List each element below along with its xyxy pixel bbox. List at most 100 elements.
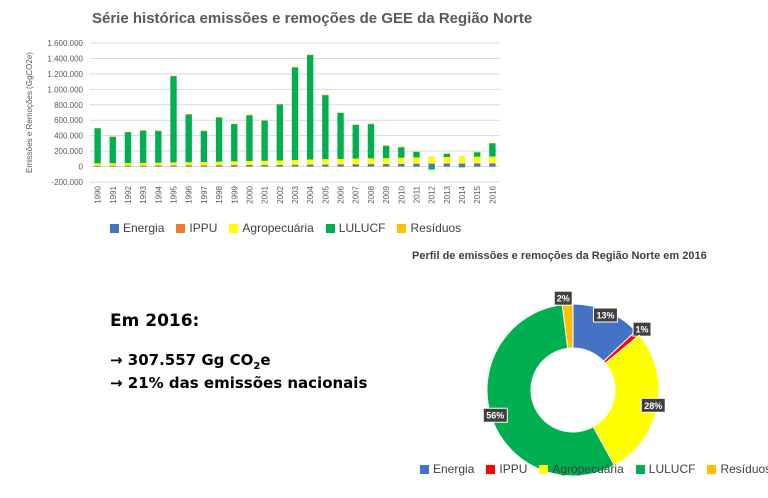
bar-segment-energia	[443, 163, 451, 167]
bar-segment-lulucf	[291, 67, 299, 161]
bar-segment-agropecuária	[215, 161, 223, 166]
donut-slice-lulucf	[486, 304, 616, 477]
x-tick-label: 1999	[230, 185, 239, 203]
x-tick-label: 1992	[124, 185, 133, 203]
bar-segment-agropecuária	[474, 156, 481, 164]
bar-segment-lulucf	[155, 130, 162, 163]
bar-chart-title: Série histórica emissões e remoções de G…	[92, 10, 533, 27]
data-label-text: 2%	[557, 294, 570, 304]
legend-item: Resíduos	[397, 221, 461, 235]
bar-segment-resíduos	[367, 123, 375, 125]
bar-segment-ippu	[276, 164, 284, 166]
bar-segment-energia	[306, 164, 314, 167]
y-axis-label: Emissões e Remoções (GgCO2e)	[25, 52, 34, 173]
bar-segment-lulucf	[109, 136, 116, 164]
x-tick-label: 2015	[473, 185, 482, 203]
legend-swatch	[420, 464, 429, 474]
x-tick-label: 2000	[245, 185, 254, 203]
bar-segment-resíduos	[109, 136, 116, 137]
bar-segment-lulucf	[261, 120, 268, 161]
bar-segment-agropecuária	[155, 162, 162, 166]
summary-total-emissions: → 307.557 Gg CO2e	[110, 351, 271, 372]
bar-segment-agropecuária	[246, 160, 253, 165]
bar-segment-agropecuária	[94, 163, 101, 166]
bar-segment-ippu	[489, 163, 496, 164]
data-label: 13%	[592, 307, 618, 323]
legend-label: LULUCF	[648, 462, 696, 476]
bar-segment-lulucf	[185, 114, 192, 163]
bar-segment-ippu	[306, 164, 314, 166]
bar-segment-lulucf	[322, 95, 329, 160]
x-tick-label: 2009	[382, 185, 391, 203]
data-label-box	[640, 397, 666, 413]
bar-segment-lulucf	[352, 124, 359, 159]
legend-swatch	[110, 223, 119, 233]
legend-swatch	[707, 464, 717, 474]
bar-segment-ippu	[246, 164, 253, 166]
bar-segment-lulucf	[139, 130, 147, 163]
x-tick-label: 1995	[170, 185, 179, 203]
legend-swatch	[229, 223, 239, 233]
bar-segment-energia	[185, 165, 192, 167]
bar-segment-energia	[413, 163, 420, 167]
bar-segment-lulucf	[306, 54, 314, 160]
bar-segment-lulucf	[276, 104, 284, 161]
summary-heading: Em 2016:	[110, 311, 200, 331]
bar-segment-ippu	[109, 165, 116, 167]
bar-segment-ippu	[185, 165, 192, 166]
legend-label: Energia	[433, 462, 475, 476]
legend-swatch	[176, 223, 186, 233]
x-tick-label: 1998	[215, 185, 224, 203]
x-tick-label: 1993	[139, 185, 148, 203]
bar-segment-ippu	[139, 165, 147, 166]
bar-segment-resíduos	[398, 146, 405, 148]
bar-segment-lulucf	[94, 128, 101, 164]
bar-segment-ippu	[352, 164, 359, 165]
bar-segment-agropecuária	[489, 156, 496, 164]
bar-segment-resíduos	[458, 156, 466, 157]
bar-segment-lulucf	[413, 151, 420, 158]
bar-segment-energia	[276, 164, 284, 167]
x-tick-label: 2008	[367, 185, 376, 203]
bar-segment-ippu	[155, 165, 162, 166]
bar-segment-energia	[352, 164, 359, 167]
bar-segment-ippu	[382, 164, 390, 165]
bar-segment-ippu	[215, 165, 223, 166]
bar-segment-lulucf	[337, 112, 344, 159]
bar-segment-ippu	[291, 164, 299, 166]
legend-swatch	[539, 464, 549, 474]
bar-segment-resíduos	[474, 151, 481, 153]
bar-segment-resíduos	[276, 104, 284, 105]
data-label-text: 28%	[644, 401, 662, 411]
bar-segment-resíduos	[246, 114, 253, 116]
legend-label: IPPU	[189, 221, 218, 235]
bar-segment-resíduos	[382, 145, 390, 146]
legend-item: IPPU	[486, 462, 527, 476]
legend-swatch	[635, 464, 645, 474]
x-tick-label: 2016	[488, 185, 497, 203]
legend-item: IPPU	[176, 221, 217, 235]
bar-segment-agropecuária	[185, 162, 192, 166]
x-tick-label: 2005	[321, 185, 330, 203]
legend-item: Energia	[420, 462, 474, 476]
summary-national-share: → 21% das emissões nacionais	[110, 374, 368, 392]
x-tick-label: 1997	[200, 185, 209, 203]
bar-segment-ippu	[124, 165, 132, 166]
bar-segment-energia	[428, 163, 435, 167]
x-tick-label: 2006	[337, 185, 346, 203]
bar-segment-resíduos	[489, 142, 496, 144]
bar-segment-lulucf	[443, 153, 451, 158]
bar-segment-ippu	[443, 163, 451, 164]
bar-segment-ippu	[322, 164, 329, 165]
x-tick-label: 1990	[94, 185, 103, 203]
bar-segment-agropecuária	[276, 160, 284, 165]
bar-segment-resíduos	[337, 112, 344, 113]
bar-segment-agropecuária	[124, 163, 132, 166]
legend-item: LULUCF	[325, 221, 385, 235]
x-tick-label: 2001	[261, 185, 270, 203]
data-label-box	[482, 407, 508, 423]
bar-segment-lulucf	[170, 76, 177, 163]
bar-segment-ippu	[231, 165, 238, 166]
bar-segment-agropecuária	[337, 158, 344, 165]
unit-suffix: e	[260, 351, 271, 369]
